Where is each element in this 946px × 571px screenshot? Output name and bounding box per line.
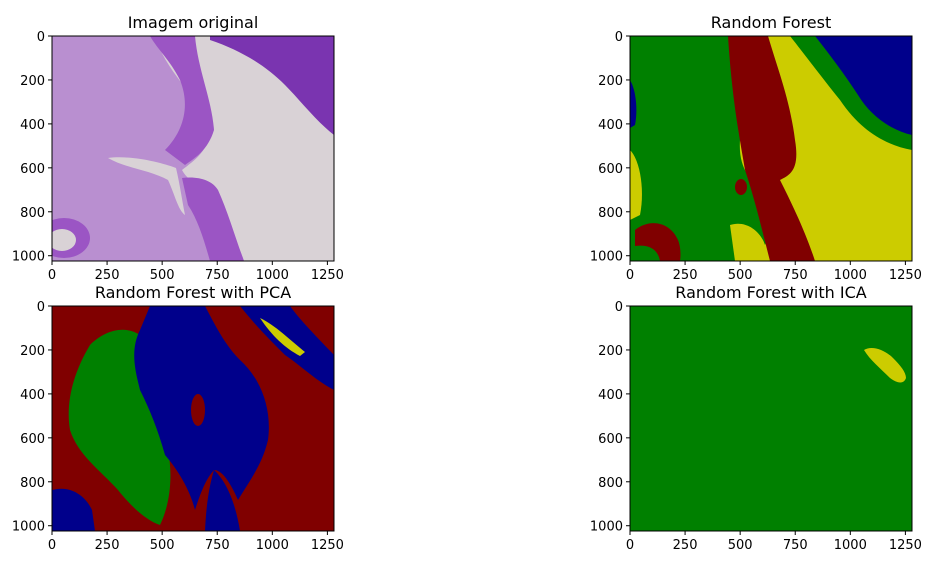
y-tick-label: 400 [20, 388, 45, 403]
epithelium-band [150, 36, 214, 165]
x-tick-label: 0 [626, 538, 634, 553]
y-tick-label: 600 [598, 162, 623, 177]
y-tick-label: 400 [20, 118, 45, 133]
panel-random-forest-ticks: 0 250 500 750 1000 1250 0 200 400 600 800 1000 [590, 30, 922, 283]
x-tick-label: 500 [150, 268, 175, 283]
panel-rf-ica: Random Forest with ICA 0 250 500 750 1000 125… [590, 283, 922, 553]
y-tick-label: 1000 [590, 250, 623, 265]
y-tick-label: 1000 [12, 250, 45, 265]
class-blue-bottom [205, 470, 240, 531]
lumen-crack [108, 157, 185, 215]
y-tick-label: 200 [598, 74, 623, 89]
class-yellow-topright [260, 318, 305, 356]
top-right-layer [210, 36, 334, 135]
x-tick-label: 0 [626, 268, 634, 283]
class-green-region [630, 306, 912, 531]
y-tick-label: 800 [20, 476, 45, 491]
axes-frame [629, 35, 913, 262]
class-yellow-leftedge [630, 150, 642, 220]
y-tick-label: 400 [598, 118, 623, 133]
y-tick-label: 0 [37, 30, 45, 45]
y-tick-label: 1000 [590, 520, 623, 535]
panel-rf-pca-title: Random Forest with PCA [95, 283, 291, 302]
x-tick-label: 1250 [311, 268, 344, 283]
x-tick-label: 1250 [889, 268, 922, 283]
x-tick-label: 500 [728, 268, 753, 283]
original-image [52, 36, 334, 261]
x-tick-label: 1000 [256, 268, 289, 283]
y-tick-label: 0 [615, 30, 623, 45]
class-red-spot [191, 394, 205, 426]
x-tick-label: 500 [150, 538, 175, 553]
class-blue-topright [240, 306, 334, 390]
y-tick-label: 0 [37, 300, 45, 315]
class-red-blob [735, 179, 747, 195]
y-tick-label: 800 [598, 206, 623, 221]
panel-rf-ica-title: Random Forest with ICA [675, 283, 866, 302]
y-tick-label: 600 [20, 162, 45, 177]
class-yellow-bottom [730, 223, 765, 261]
y-tick-label: 200 [598, 344, 623, 359]
pca-segmentation [52, 306, 334, 531]
class-yellow-blob [864, 347, 906, 383]
y-tick-label: 600 [598, 432, 623, 447]
y-tick-label: 800 [20, 206, 45, 221]
x-tick-label: 1000 [834, 268, 867, 283]
panel-random-forest: Random Forest 0 250 500 750 1000 1250 0 200 400 6… [590, 13, 922, 283]
x-tick-label: 500 [728, 538, 753, 553]
class-blue-left [630, 80, 637, 128]
x-tick-label: 250 [95, 268, 120, 283]
panel-random-forest-title: Random Forest [711, 13, 831, 32]
class-blue-topright [815, 36, 912, 135]
x-tick-label: 0 [48, 538, 56, 553]
panel-original: Imagem original 0 250 500 750 1000 1250 0 200 40… [12, 13, 344, 283]
x-tick-label: 250 [95, 538, 120, 553]
x-tick-label: 750 [205, 538, 230, 553]
x-tick-label: 0 [48, 268, 56, 283]
y-tick-label: 1000 [12, 520, 45, 535]
panel-rf-pca-ticks: 0 250 500 750 1000 1250 0 200 400 600 800 1000 [12, 300, 344, 553]
class-red-bottomleft [635, 223, 681, 261]
axes-frame [51, 35, 335, 262]
rf-segmentation [630, 36, 912, 261]
panel-rf-pca: Random Forest with PCA 0 250 500 750 1000 125… [12, 283, 344, 553]
epithelium-lower [182, 177, 244, 261]
axes-frame [51, 305, 335, 532]
y-tick-label: 200 [20, 74, 45, 89]
x-tick-label: 250 [673, 538, 698, 553]
ica-segmentation [630, 306, 912, 531]
y-tick-label: 0 [615, 300, 623, 315]
x-tick-label: 1250 [311, 538, 344, 553]
x-tick-label: 750 [205, 268, 230, 283]
x-tick-label: 1000 [256, 538, 289, 553]
y-tick-label: 400 [598, 388, 623, 403]
x-tick-label: 1000 [834, 538, 867, 553]
axes-frame [629, 305, 913, 532]
y-tick-label: 600 [20, 432, 45, 447]
x-tick-label: 250 [673, 268, 698, 283]
y-tick-label: 200 [20, 344, 45, 359]
class-red-band [728, 36, 815, 261]
gland-lumen [52, 229, 76, 251]
x-tick-label: 750 [783, 538, 808, 553]
panel-rf-ica-ticks: 0 250 500 750 1000 1250 0 200 400 600 800 1000 [590, 300, 922, 553]
y-tick-label: 800 [598, 476, 623, 491]
class-blue-bottomleft [52, 488, 95, 531]
x-tick-label: 1250 [889, 538, 922, 553]
panel-original-ticks: 0 250 500 750 1000 1250 0 200 400 600 800 1000 [12, 30, 344, 283]
panel-original-title: Imagem original [128, 13, 259, 32]
x-tick-label: 750 [783, 268, 808, 283]
